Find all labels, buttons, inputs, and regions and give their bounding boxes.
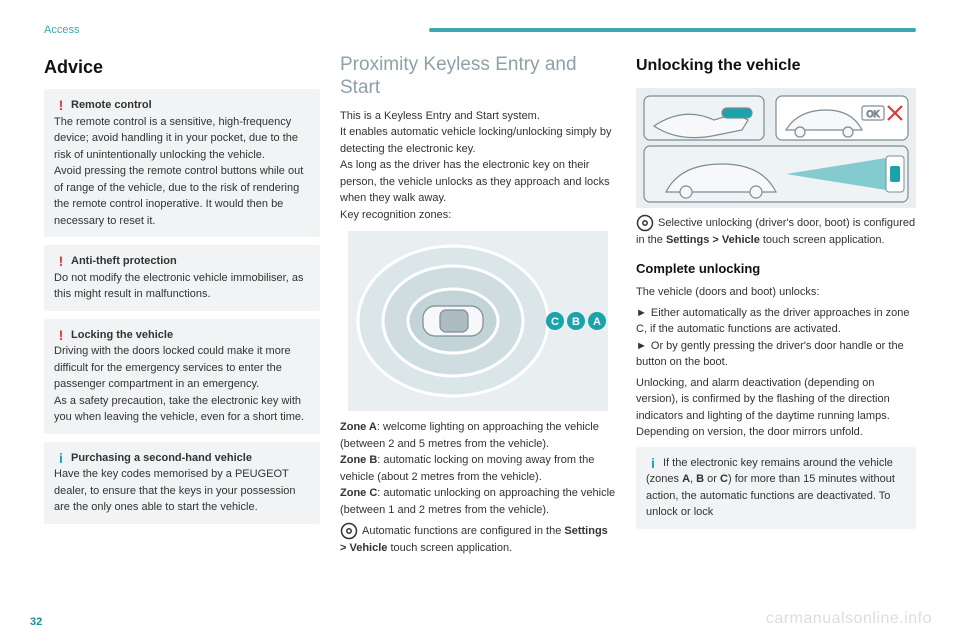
- bullet-2: ►Or by gently pressing the driver's door…: [636, 338, 916, 371]
- box-key-timeout: i If the electronic key remains around t…: [636, 447, 916, 529]
- box-remote-control: ! Remote control The remote control is a…: [44, 89, 320, 237]
- box-title: Remote control: [71, 99, 152, 111]
- zone-b-body: : automatic locking on moving away from …: [340, 454, 594, 483]
- zone-c-bold: C: [720, 473, 728, 485]
- col-unlock: Unlocking the vehicle OK: [636, 54, 916, 557]
- complete-intro: The vehicle (doors and boot) unlocks:: [636, 284, 916, 301]
- svg-text:!: !: [59, 254, 64, 268]
- box-body: Driving with the doors locked could make…: [54, 343, 310, 426]
- unlock-title: Unlocking the vehicle: [636, 54, 916, 78]
- info-icon: i: [646, 456, 660, 470]
- header-rule: [429, 28, 916, 32]
- zone-a-label: Zone A: [340, 421, 377, 433]
- keyless-intro: This is a Keyless Entry and Start system…: [340, 108, 616, 224]
- selective-post: touch screen application.: [760, 234, 885, 246]
- zone-b: Zone B: automatic locking on moving away…: [340, 452, 616, 485]
- box-title: Locking the vehicle: [71, 329, 173, 341]
- zone-c-label: Zone C: [340, 487, 377, 499]
- page-number: 32: [30, 616, 42, 628]
- svg-text:A: A: [593, 316, 601, 328]
- svg-text:!: !: [59, 98, 64, 112]
- section-label: Access: [44, 24, 79, 36]
- zone-b-label: Zone B: [340, 454, 377, 466]
- box-title: Anti-theft protection: [71, 255, 177, 267]
- svg-text:C: C: [551, 316, 559, 328]
- svg-text:B: B: [572, 316, 580, 328]
- zone-b-bold: B: [696, 473, 704, 485]
- settings-pre: Automatic functions are configured in th…: [362, 525, 564, 537]
- complete-title: Complete unlocking: [636, 259, 916, 279]
- selective-note: Selective unlocking (driver's door, boot…: [636, 214, 916, 249]
- svg-text:OK: OK: [866, 109, 879, 119]
- zone-a: Zone A: welcome lighting on approaching …: [340, 419, 616, 452]
- bullet-1: ►Either automatically as the driver appr…: [636, 305, 916, 338]
- zone-a-body: : welcome lighting on approaching the ve…: [340, 421, 599, 450]
- zone-c: Zone C: automatic unlocking on approachi…: [340, 485, 616, 518]
- selective-bold: Settings > Vehicle: [666, 234, 760, 246]
- unlock-illustration: OK: [636, 88, 916, 208]
- columns: Advice ! Remote control The remote contr…: [44, 54, 916, 557]
- svg-text:!: !: [59, 328, 64, 342]
- warn-icon: !: [54, 328, 68, 342]
- col-keyless: Proximity Keyless Entry and Start This i…: [340, 54, 616, 557]
- info-icon: i: [54, 451, 68, 465]
- warn-icon: !: [54, 254, 68, 268]
- box-locking: ! Locking the vehicle Driving with the d…: [44, 319, 320, 434]
- box-body: Have the key codes memorised by a PEUGEO…: [54, 466, 310, 516]
- box-secondhand: i Purchasing a second-hand vehicle Have …: [44, 442, 320, 524]
- header: Access: [44, 24, 916, 36]
- zone-a-bold: A: [682, 473, 690, 485]
- warn-icon: !: [54, 98, 68, 112]
- svg-text:i: i: [651, 456, 655, 470]
- box-antitheft: ! Anti-theft protection Do not modify th…: [44, 245, 320, 311]
- keyless-title: Proximity Keyless Entry and Start: [340, 54, 616, 100]
- advice-title: Advice: [44, 54, 320, 81]
- settings-note: Automatic functions are configured in th…: [340, 522, 616, 557]
- box-body: Do not modify the electronic vehicle imm…: [54, 270, 310, 303]
- gear-icon: [340, 522, 358, 540]
- box-title: Purchasing a second-hand vehicle: [71, 452, 252, 464]
- gear-icon: [636, 214, 654, 232]
- svg-text:i: i: [59, 451, 63, 465]
- col-advice: Advice ! Remote control The remote contr…: [44, 54, 320, 557]
- zone-c-body: : automatic unlocking on approaching the…: [340, 487, 615, 516]
- watermark: carmanualsonline.info: [766, 610, 932, 628]
- settings-post: touch screen application.: [387, 542, 512, 554]
- after-text: Unlocking, and alarm deactivation (depen…: [636, 375, 916, 441]
- box-body: The remote control is a sensitive, high-…: [54, 114, 310, 230]
- zones-illustration: C B A: [348, 231, 608, 411]
